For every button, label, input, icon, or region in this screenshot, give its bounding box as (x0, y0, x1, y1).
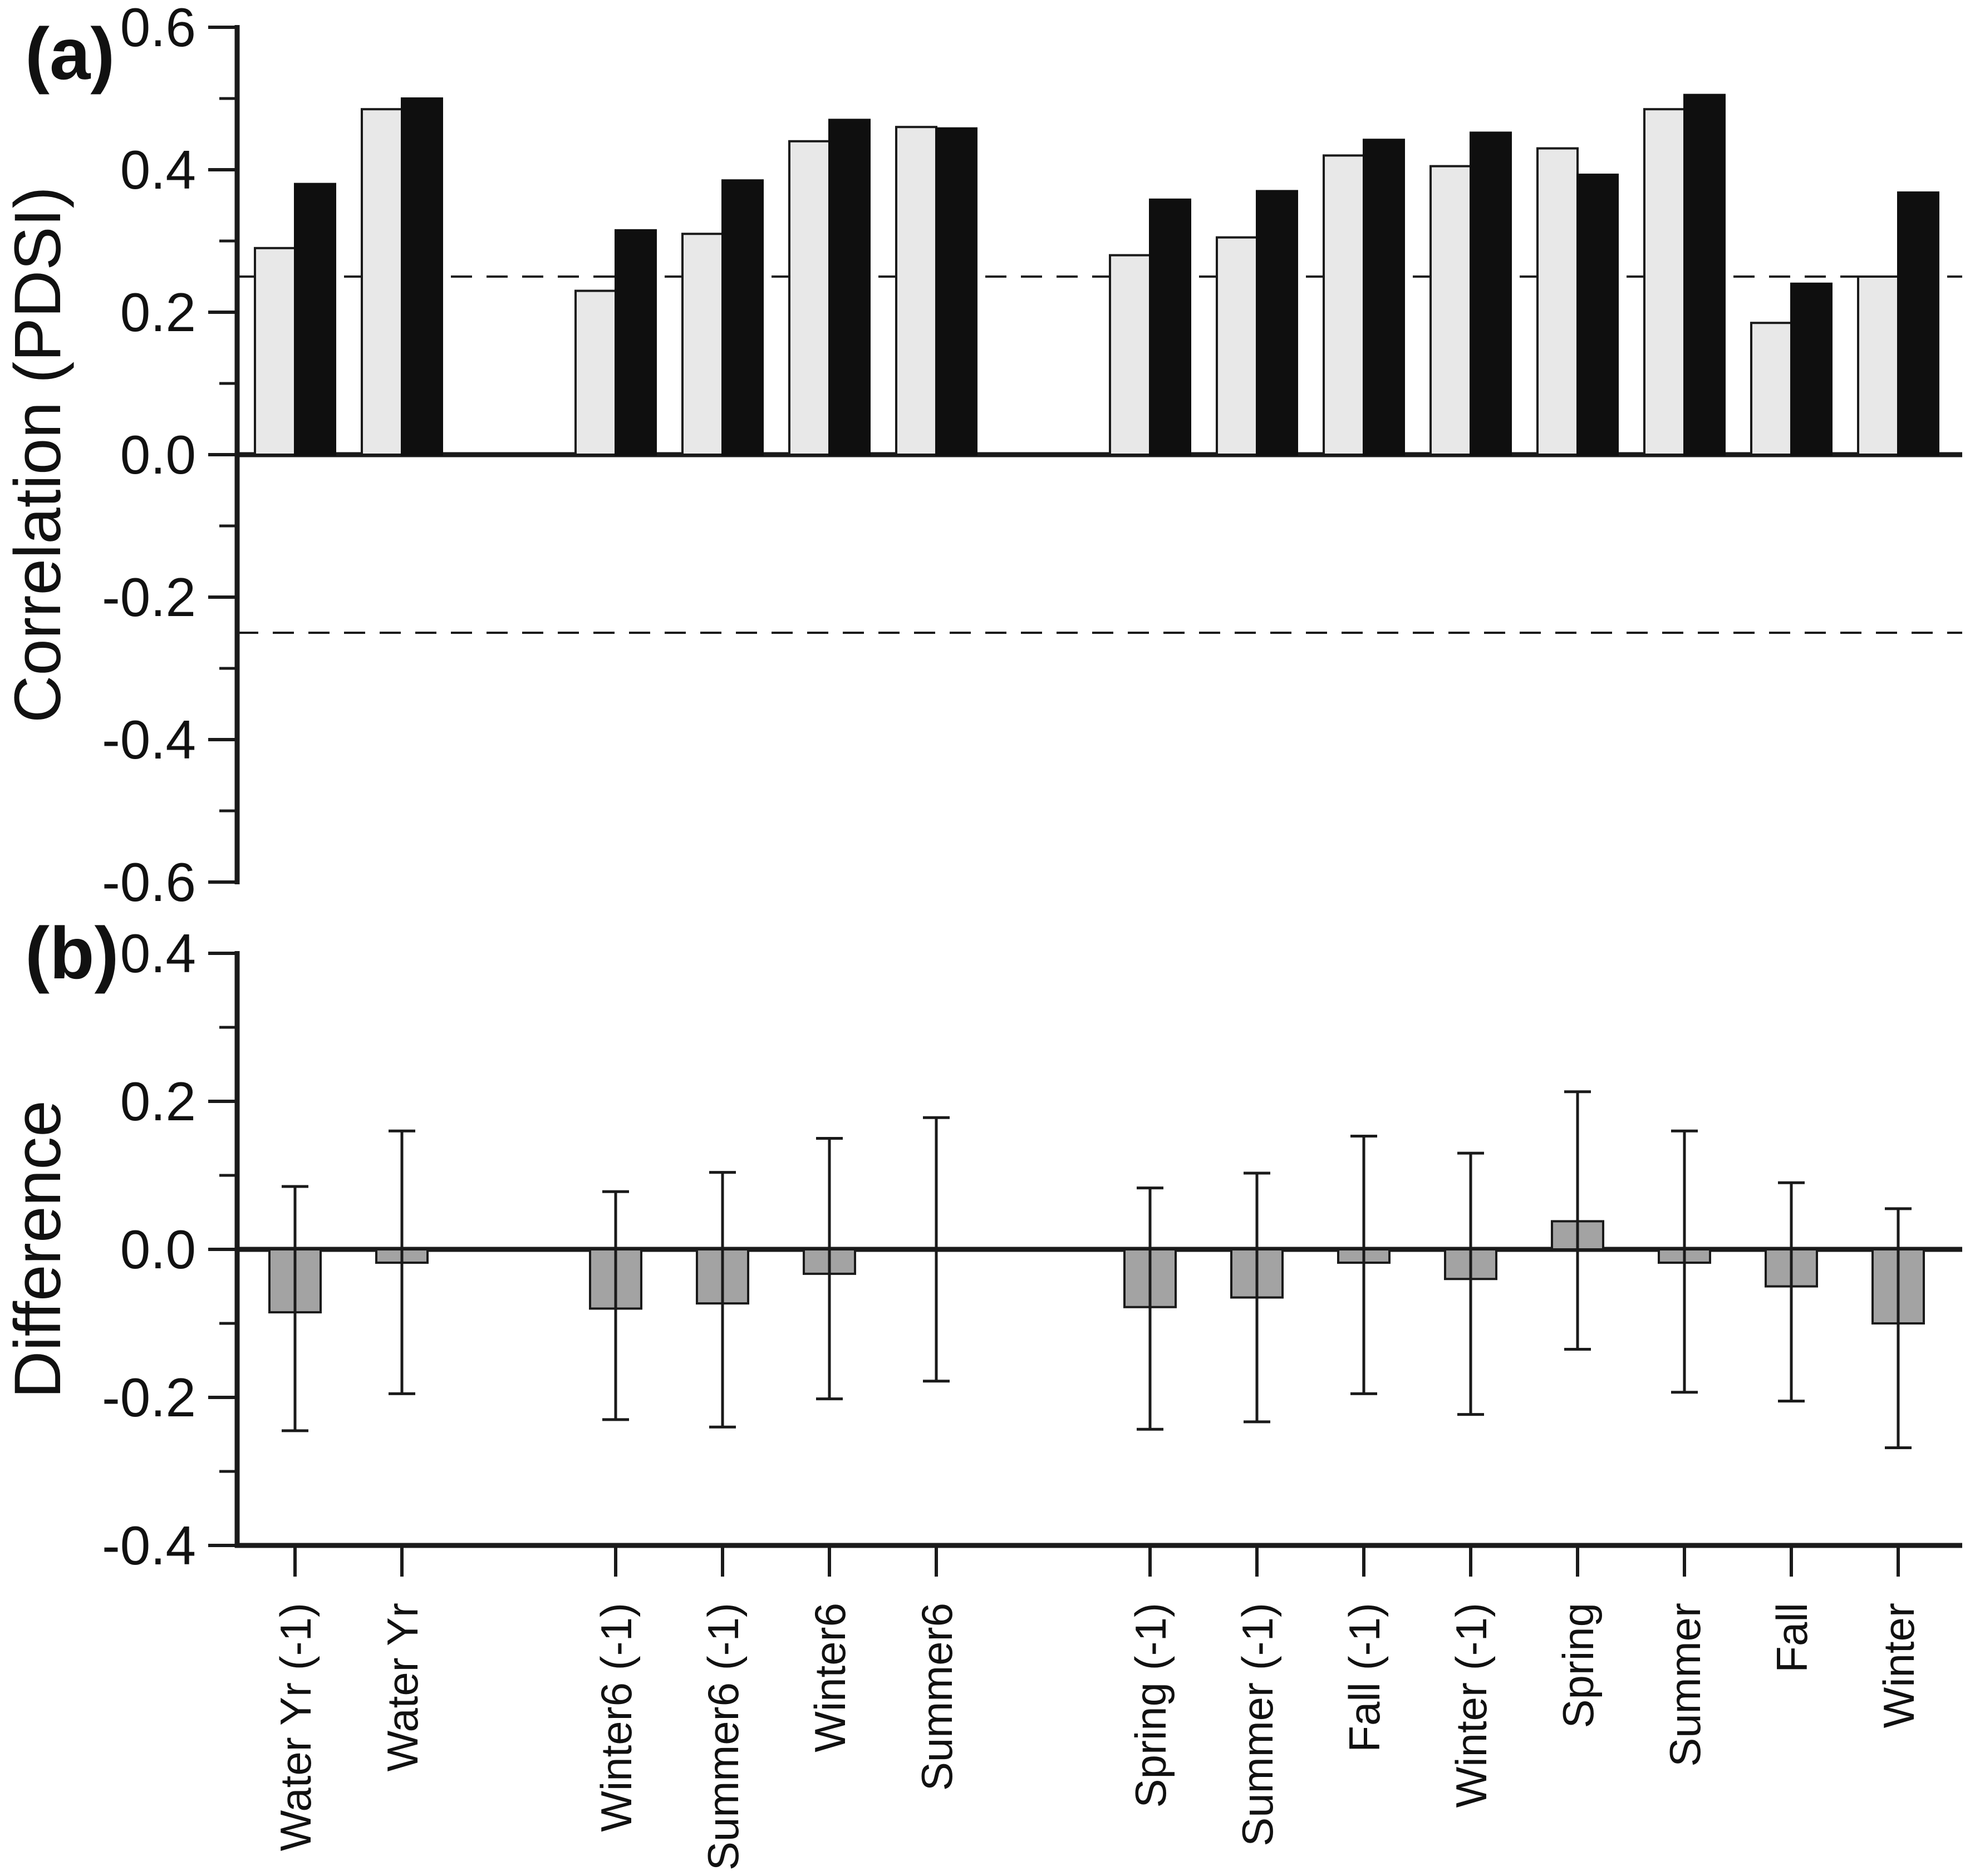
y-tick-label-b: 0.2 (120, 1071, 196, 1132)
bar-light-gray (788, 140, 831, 456)
x-category-label: Summer (-1) (1233, 1603, 1282, 1847)
bar-black (828, 119, 871, 456)
bar-black (401, 97, 443, 456)
bar-light-gray (1857, 275, 1899, 456)
bar-black (935, 127, 977, 456)
bar-black (1363, 139, 1405, 456)
bar-black (294, 183, 336, 456)
y-tick-label-a: 0.6 (120, 0, 196, 58)
bar-light-gray (1216, 236, 1258, 456)
bar-black (1149, 198, 1191, 456)
x-category-label: Water Yr (378, 1603, 427, 1771)
bar-black (1897, 191, 1939, 456)
y-tick-label-a: -0.4 (102, 709, 196, 770)
bar-light-gray (1750, 322, 1792, 456)
y-tick-label-a: 0.2 (120, 282, 196, 343)
chart-render-root: 0.6 0.4 0.2 0.0 -0.2 -0.4 -0.6 0.4 0.2 0.0 -0.2 -0.… (102, 0, 1962, 1870)
bar-light-gray (574, 289, 617, 456)
bar-light-gray (895, 126, 937, 456)
x-category-label: Winter6 (-1) (592, 1603, 641, 1832)
bar-black (1790, 282, 1833, 456)
x-category-label: Spring (1554, 1603, 1603, 1728)
x-category-label: Water Yr (-1) (271, 1603, 320, 1851)
x-category-label: Summer6 (912, 1603, 961, 1791)
y-tick-label-a: 0.4 (120, 139, 196, 200)
x-category-label: Fall (-1) (1340, 1603, 1389, 1752)
bar-black (1576, 173, 1619, 456)
y-tick-label-b: -0.2 (102, 1367, 196, 1428)
y-tick-label-a: -0.2 (102, 567, 196, 628)
x-category-label: Winter6 (805, 1603, 854, 1752)
panel-b-label: (b) (25, 912, 119, 994)
y-axis-title-a: Correlation (PDSI) (1, 186, 75, 723)
y-tick-label-b: 0.0 (120, 1219, 196, 1280)
x-category-label: Spring (-1) (1126, 1603, 1175, 1808)
bar-light-gray (1643, 108, 1686, 456)
x-category-label: Summer6 (-1) (699, 1603, 748, 1870)
bar-light-gray (1429, 165, 1472, 456)
panel-a-label: (a) (25, 13, 115, 95)
y-tick-label-a: 0.0 (120, 424, 196, 485)
y-tick-label-a: -0.6 (102, 851, 196, 913)
bar-light-gray (254, 247, 296, 456)
bar-light-gray (1536, 147, 1579, 456)
bar-black (1470, 131, 1512, 456)
bar-black (615, 229, 657, 456)
x-category-label: Winter (1874, 1603, 1923, 1728)
bar-light-gray (1109, 254, 1151, 456)
y-tick-label-b: -0.4 (102, 1515, 196, 1576)
bar-black (1683, 93, 1726, 456)
x-category-label: Winter (-1) (1447, 1603, 1496, 1808)
bar-light-gray (1323, 154, 1365, 456)
bar-light-gray (681, 233, 724, 456)
bar-black (721, 179, 764, 456)
bar-light-gray (361, 108, 403, 456)
bar-black (1256, 190, 1298, 456)
y-tick-label-b: 0.4 (120, 923, 196, 984)
y-axis-title-b: Difference (1, 1100, 75, 1399)
x-category-label: Summer (1661, 1603, 1709, 1767)
x-category-label: Fall (1767, 1603, 1816, 1673)
